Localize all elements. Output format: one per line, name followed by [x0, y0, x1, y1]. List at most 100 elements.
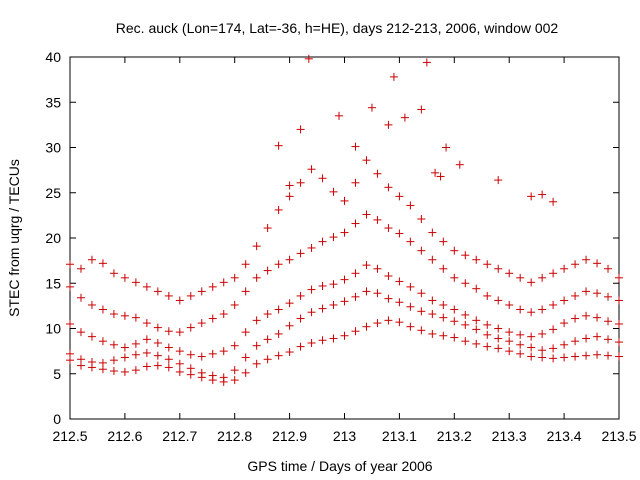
- data-point-plus: [450, 246, 459, 255]
- data-point-plus: [153, 338, 162, 347]
- data-point-plus: [263, 266, 272, 275]
- y-tick-label: 10: [45, 321, 61, 337]
- data-point-plus: [417, 214, 426, 223]
- data-point-plus: [219, 373, 228, 382]
- data-point-plus: [615, 296, 623, 305]
- data-point-plus: [285, 321, 294, 330]
- data-point-plus: [329, 334, 338, 343]
- data-point-plus: [175, 367, 184, 376]
- data-point-plus: [142, 335, 151, 344]
- plot-frame: [69, 56, 620, 420]
- data-point-plus: [142, 319, 151, 328]
- data-point-plus: [417, 307, 426, 316]
- data-point-plus: [329, 187, 338, 196]
- data-point-plus: [285, 181, 294, 190]
- data-point-plus: [455, 160, 464, 169]
- data-point-plus: [340, 196, 349, 205]
- data-point-plus: [472, 325, 481, 334]
- data-point-plus: [461, 279, 470, 288]
- data-point-plus: [417, 105, 426, 114]
- data-point-plus: [197, 287, 206, 296]
- data-point-plus: [307, 338, 316, 347]
- data-point-plus: [98, 305, 107, 314]
- data-point-plus: [76, 328, 85, 337]
- data-point-plus: [472, 339, 481, 348]
- data-point-plus: [131, 278, 140, 287]
- data-point-plus: [384, 183, 393, 192]
- data-point-plus: [76, 264, 85, 273]
- data-point-plus: [527, 278, 536, 287]
- data-point-plus: [335, 111, 344, 120]
- data-point-plus: [285, 192, 294, 201]
- x-tick-label: 213.1: [382, 428, 417, 444]
- data-point-plus: [604, 317, 613, 326]
- data-point-plus: [604, 264, 613, 273]
- data-point-plus: [604, 292, 613, 301]
- data-point-plus: [395, 277, 404, 286]
- data-point-plus: [164, 343, 173, 352]
- data-point-plus: [120, 367, 129, 376]
- data-point-plus: [428, 228, 437, 237]
- data-point-plus: [131, 350, 140, 359]
- data-point-plus: [571, 291, 580, 300]
- data-point-plus: [120, 273, 129, 282]
- data-point-plus: [318, 304, 327, 313]
- data-point-plus: [439, 313, 448, 322]
- data-point-plus: [527, 308, 536, 317]
- data-point-plus: [186, 323, 195, 332]
- data-point-plus: [164, 291, 173, 300]
- data-point-plus: [120, 353, 129, 362]
- data-point-plus: [461, 320, 470, 329]
- x-tick-label: 213.5: [601, 428, 636, 444]
- y-tick-label: 25: [45, 185, 61, 201]
- data-point-plus: [483, 330, 492, 339]
- data-point-plus: [505, 337, 514, 346]
- data-point-plus: [439, 264, 448, 273]
- data-point-plus: [560, 264, 569, 273]
- data-point-plus: [351, 292, 360, 301]
- data-point-plus: [76, 355, 85, 364]
- data-point-plus: [241, 287, 250, 296]
- y-tick-label: 0: [53, 411, 61, 427]
- data-point-plus: [208, 282, 217, 291]
- data-point-plus: [142, 282, 151, 291]
- x-tick-label: 212.9: [272, 428, 307, 444]
- data-point-plus: [615, 338, 623, 347]
- data-point-plus: [560, 340, 569, 349]
- data-point-plus: [571, 352, 580, 361]
- x-tick-label: 213: [333, 428, 357, 444]
- data-point-plus: [461, 310, 470, 319]
- data-point-plus: [153, 323, 162, 332]
- data-point-plus: [593, 350, 602, 359]
- data-point-plus: [274, 329, 283, 338]
- data-point-plus: [505, 328, 514, 337]
- data-point-plus: [571, 337, 580, 346]
- data-point-plus: [362, 156, 371, 165]
- data-point-plus: [66, 260, 74, 269]
- x-axis-label: GPS time / Days of year 2006: [247, 458, 432, 474]
- data-point-plus: [428, 296, 437, 305]
- data-point-plus: [197, 319, 206, 328]
- data-point-plus: [406, 302, 415, 311]
- data-point-plus: [538, 353, 547, 362]
- data-point-plus: [538, 190, 547, 199]
- y-tick-label: 30: [45, 140, 61, 156]
- data-point-plus: [153, 287, 162, 296]
- data-point-plus: [131, 366, 140, 375]
- x-axis-ticks: 212.5 212.6 212.7 212.8 212.9 213 213.1 213.2 21…: [52, 57, 637, 444]
- data-point-plus: [120, 343, 129, 352]
- data-point-plus: [296, 291, 305, 300]
- data-point-plus: [296, 342, 305, 351]
- data-point-plus: [516, 305, 525, 314]
- data-point-plus: [153, 361, 162, 370]
- data-point-plus: [582, 287, 591, 296]
- x-tick-label: 212.6: [107, 428, 142, 444]
- data-point-plus: [252, 273, 261, 282]
- data-point-plus: [400, 113, 409, 122]
- data-point-plus: [494, 264, 503, 273]
- data-point-plus: [263, 335, 272, 344]
- data-point-plus: [593, 332, 602, 341]
- data-point-plus: [274, 205, 283, 214]
- data-point-plus: [252, 316, 261, 325]
- data-point-plus: [384, 316, 393, 325]
